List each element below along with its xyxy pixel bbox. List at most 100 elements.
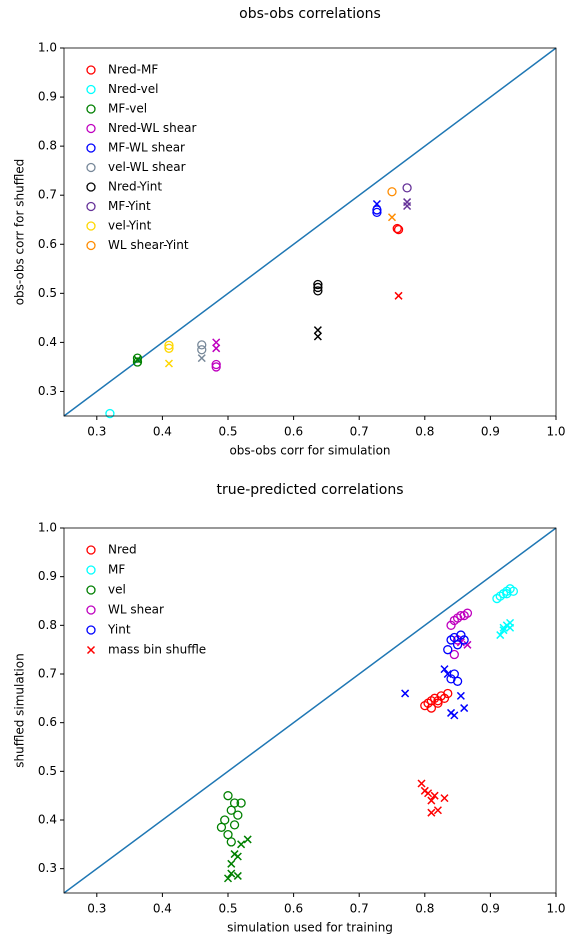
point — [462, 608, 473, 618]
point — [508, 586, 519, 596]
cross-point — [433, 806, 442, 815]
legend-marker — [86, 84, 96, 95]
cross-point — [387, 213, 397, 222]
point — [197, 345, 207, 355]
point — [372, 207, 382, 218]
legend-marker — [86, 65, 96, 75]
legend-label: Yint — [107, 623, 131, 637]
point — [313, 286, 323, 296]
chart-title: obs-obs correlations — [239, 6, 381, 22]
point — [433, 696, 443, 706]
x-tick-label: 1.0 — [546, 425, 565, 439]
y-tick-label: 0.8 — [38, 139, 57, 153]
cross-point — [460, 704, 469, 713]
point — [313, 282, 323, 293]
x-tick-label: 0.7 — [350, 902, 369, 916]
cross-point — [430, 791, 439, 800]
y-tick-label: 0.6 — [38, 237, 57, 251]
cross-point — [227, 859, 236, 868]
legend-label: MF-vel — [108, 102, 147, 116]
point — [164, 343, 174, 353]
plot-frame — [63, 47, 557, 417]
x-tick-label: 0.3 — [87, 902, 106, 916]
point — [452, 676, 463, 686]
cross-point — [403, 198, 412, 207]
legend-marker — [86, 625, 96, 635]
legend-label: vel-Yint — [108, 219, 152, 233]
point — [229, 798, 240, 808]
legend-label: MF — [108, 563, 125, 577]
point — [443, 645, 453, 655]
point — [449, 632, 459, 643]
point — [236, 798, 246, 808]
legend-marker — [86, 123, 96, 134]
diagonal — [63, 47, 557, 417]
point — [164, 340, 174, 350]
legend-marker — [86, 645, 96, 655]
legend-label: MF-WL shear — [108, 141, 185, 155]
point — [223, 791, 233, 801]
point — [452, 640, 463, 650]
y-tick-label: 0.3 — [38, 861, 57, 875]
point — [226, 805, 236, 815]
plot-frame — [63, 527, 557, 894]
y-tick-label: 0.4 — [38, 813, 57, 827]
point — [372, 205, 382, 215]
legend-marker — [86, 182, 96, 192]
x-tick-label: 0.9 — [481, 425, 500, 439]
point — [226, 837, 236, 847]
point — [456, 610, 466, 621]
legend-marker — [86, 104, 96, 114]
legend-label: Nred-Yint — [108, 180, 162, 194]
point — [459, 635, 469, 645]
cross-point — [227, 869, 236, 878]
cross-point — [313, 326, 322, 335]
cross-point — [237, 840, 246, 849]
chart-title: true-predicted correlations — [216, 482, 403, 498]
cross-point — [372, 200, 381, 209]
cross-point — [133, 355, 142, 364]
x-tick-label: 0.3 — [87, 425, 106, 439]
point — [216, 822, 227, 832]
x-tick-label: 0.9 — [481, 902, 500, 916]
point — [211, 359, 221, 370]
legend-marker — [86, 605, 96, 615]
legend-marker — [86, 565, 96, 575]
y-tick-label: 0.8 — [38, 618, 57, 632]
legend-marker — [86, 221, 96, 231]
x-tick-label: 0.6 — [284, 425, 303, 439]
cross-point — [313, 332, 322, 341]
point — [446, 674, 456, 684]
legend-label: mass bin shuffle — [108, 643, 206, 657]
cross-point — [496, 631, 505, 640]
point — [456, 630, 466, 640]
point — [220, 815, 230, 825]
x-tick-label: 1.0 — [546, 902, 565, 916]
diagonal — [63, 527, 557, 894]
y-tick-label: 0.4 — [38, 335, 57, 349]
point — [387, 187, 397, 197]
x-tick-label: 0.5 — [218, 902, 237, 916]
cross-point — [164, 359, 173, 368]
cross-point — [440, 794, 449, 803]
point — [197, 340, 207, 350]
cross-point — [212, 344, 221, 353]
cross-point — [233, 852, 242, 861]
cross-point — [197, 354, 206, 363]
point — [402, 183, 412, 193]
point — [449, 669, 459, 679]
y-tick-label: 0.5 — [38, 286, 57, 300]
point — [393, 224, 404, 235]
point — [426, 703, 437, 713]
cross-point — [394, 291, 403, 300]
x-tick-label: 0.8 — [415, 902, 434, 916]
legend-label: vel-WL shear — [108, 160, 186, 174]
legend-label: Nred-WL shear — [108, 121, 196, 135]
point — [229, 820, 240, 830]
legend-marker — [86, 201, 96, 212]
point — [313, 279, 323, 290]
point — [105, 408, 115, 419]
y-tick-label: 0.7 — [38, 188, 57, 202]
x-tick-label: 0.7 — [350, 425, 369, 439]
